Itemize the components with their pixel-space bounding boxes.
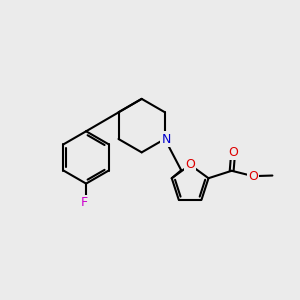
- Text: N: N: [162, 133, 171, 146]
- Text: O: O: [228, 146, 238, 159]
- Text: O: O: [248, 169, 258, 183]
- Text: O: O: [185, 158, 195, 171]
- Text: F: F: [81, 196, 88, 209]
